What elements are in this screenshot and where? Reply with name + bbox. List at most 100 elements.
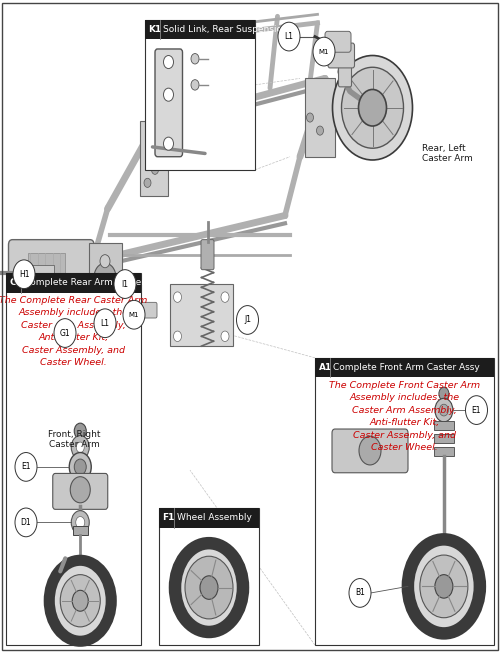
Text: Solid Link, Rear Suspension: Solid Link, Rear Suspension xyxy=(163,25,288,34)
FancyBboxPatch shape xyxy=(434,434,454,443)
Circle shape xyxy=(60,575,100,627)
Circle shape xyxy=(74,423,86,439)
Circle shape xyxy=(306,113,314,122)
Text: E1: E1 xyxy=(22,462,31,471)
FancyBboxPatch shape xyxy=(434,421,454,430)
Circle shape xyxy=(332,56,412,160)
Circle shape xyxy=(191,80,199,90)
Text: F1: F1 xyxy=(162,513,175,522)
Circle shape xyxy=(200,576,218,599)
Circle shape xyxy=(15,508,37,537)
Text: J1: J1 xyxy=(244,315,251,325)
Circle shape xyxy=(15,453,37,481)
Circle shape xyxy=(349,579,371,607)
Circle shape xyxy=(466,396,487,424)
Circle shape xyxy=(420,555,468,618)
Bar xyxy=(315,358,494,645)
Circle shape xyxy=(63,351,85,380)
Text: C1: C1 xyxy=(10,278,22,287)
Circle shape xyxy=(100,255,110,268)
Circle shape xyxy=(70,453,92,481)
FancyBboxPatch shape xyxy=(135,302,157,318)
FancyBboxPatch shape xyxy=(338,44,351,87)
Bar xyxy=(89,243,122,302)
Text: I1: I1 xyxy=(122,279,128,289)
Circle shape xyxy=(174,292,182,302)
Circle shape xyxy=(175,543,243,632)
Circle shape xyxy=(72,511,90,534)
Bar xyxy=(28,253,65,294)
FancyBboxPatch shape xyxy=(328,43,354,68)
Text: B1: B1 xyxy=(355,588,365,597)
Circle shape xyxy=(236,306,258,334)
Text: Rear, Left
Caster Arm: Rear, Left Caster Arm xyxy=(422,144,473,163)
Bar xyxy=(6,273,141,293)
Bar xyxy=(315,358,494,377)
FancyBboxPatch shape xyxy=(155,49,182,157)
Text: G1: G1 xyxy=(60,328,70,338)
Circle shape xyxy=(221,331,229,342)
Circle shape xyxy=(164,56,173,69)
Circle shape xyxy=(191,54,199,64)
Bar xyxy=(6,273,141,645)
Circle shape xyxy=(278,22,300,51)
FancyBboxPatch shape xyxy=(53,473,108,509)
Circle shape xyxy=(313,37,335,66)
Circle shape xyxy=(72,436,90,459)
FancyBboxPatch shape xyxy=(8,240,94,306)
FancyBboxPatch shape xyxy=(332,429,408,473)
Circle shape xyxy=(358,89,386,126)
Circle shape xyxy=(144,178,151,187)
Text: A1: A1 xyxy=(318,363,332,372)
Circle shape xyxy=(221,292,229,302)
Circle shape xyxy=(32,310,116,421)
Circle shape xyxy=(435,398,453,422)
Circle shape xyxy=(435,575,453,598)
Circle shape xyxy=(123,300,145,329)
Circle shape xyxy=(74,459,86,475)
FancyBboxPatch shape xyxy=(201,240,214,270)
Text: Complete Front Arm Caster Assy: Complete Front Arm Caster Assy xyxy=(333,363,480,372)
Circle shape xyxy=(94,263,116,292)
Bar xyxy=(159,508,259,528)
Circle shape xyxy=(408,539,480,633)
Bar xyxy=(145,20,255,39)
Text: The Complete Front Caster Arm
Assembly includes: the
Caster Arm Assembly,
Anti-f: The Complete Front Caster Arm Assembly i… xyxy=(329,381,480,452)
Text: M1: M1 xyxy=(319,48,329,55)
Circle shape xyxy=(439,387,449,400)
Circle shape xyxy=(76,517,85,528)
Circle shape xyxy=(72,590,88,611)
Text: Wheel Assembly: Wheel Assembly xyxy=(177,513,252,522)
Circle shape xyxy=(342,67,404,148)
FancyBboxPatch shape xyxy=(140,121,168,196)
Circle shape xyxy=(114,270,136,298)
Text: Front, Right
Caster Arm: Front, Right Caster Arm xyxy=(48,430,100,449)
FancyBboxPatch shape xyxy=(26,265,54,281)
FancyBboxPatch shape xyxy=(434,447,454,456)
Text: E1: E1 xyxy=(472,406,481,415)
Text: K1: K1 xyxy=(148,25,162,34)
Text: L1: L1 xyxy=(284,32,294,41)
Text: D1: D1 xyxy=(20,518,32,527)
Circle shape xyxy=(94,309,116,338)
Circle shape xyxy=(316,126,324,135)
Text: M1: M1 xyxy=(129,311,139,318)
Circle shape xyxy=(152,165,158,174)
Circle shape xyxy=(440,404,448,416)
Text: L1: L1 xyxy=(100,319,110,328)
Circle shape xyxy=(54,319,76,347)
FancyBboxPatch shape xyxy=(325,31,351,52)
Circle shape xyxy=(70,477,90,503)
Circle shape xyxy=(359,436,381,465)
Bar xyxy=(145,20,255,170)
Text: Complete Rear Arm Caster Assy: Complete Rear Arm Caster Assy xyxy=(24,278,169,287)
FancyBboxPatch shape xyxy=(305,78,335,157)
Bar xyxy=(170,284,232,346)
FancyBboxPatch shape xyxy=(73,526,88,535)
Circle shape xyxy=(174,331,182,342)
Circle shape xyxy=(46,330,102,402)
Text: The Complete Rear Caster Arm
Assembly includes: the
Caster Arm Assembly,
Anti-fl: The Complete Rear Caster Arm Assembly in… xyxy=(0,296,148,367)
Text: H1: H1 xyxy=(19,270,29,279)
Circle shape xyxy=(185,556,233,619)
Circle shape xyxy=(50,560,112,641)
